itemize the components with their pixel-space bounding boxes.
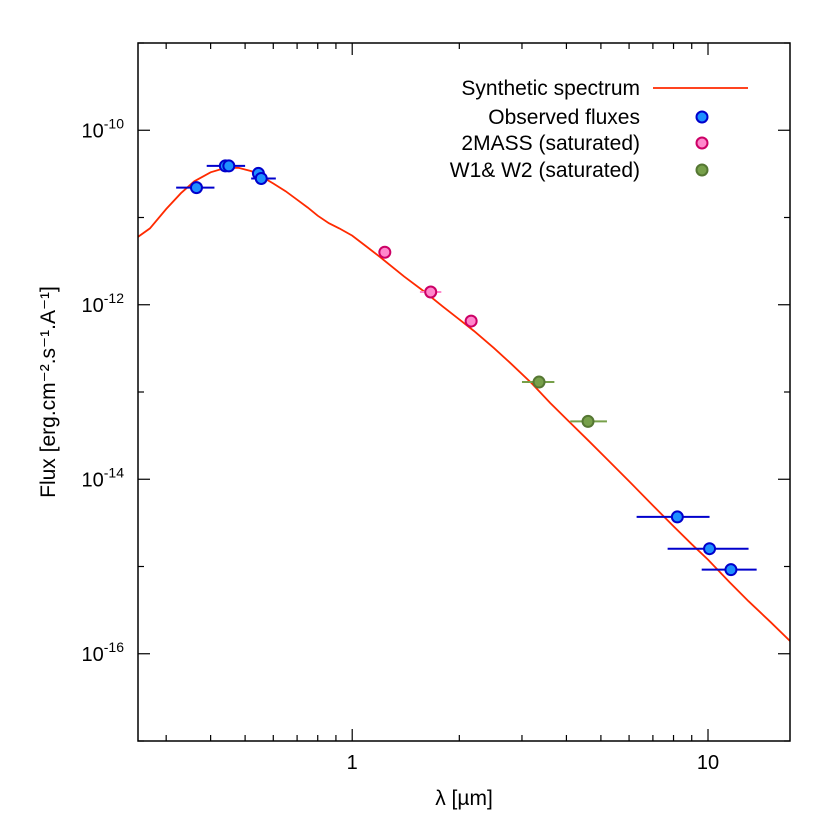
legend-label: Synthetic spectrum bbox=[461, 77, 640, 100]
legend-marker-swatch bbox=[695, 163, 709, 177]
plot-background bbox=[138, 43, 790, 741]
y-tick-label: 10-12 bbox=[82, 290, 125, 317]
y-tick-label: 10-16 bbox=[82, 639, 125, 666]
data-point bbox=[222, 159, 236, 173]
y-tick-label: 10-14 bbox=[82, 464, 125, 491]
y-axis-title: Flux [erg.cm⁻².s⁻¹.A⁻¹] bbox=[37, 286, 60, 498]
data-point bbox=[724, 563, 738, 577]
legend-label: 2MASS (saturated) bbox=[461, 132, 640, 155]
legend-marker-swatch bbox=[695, 110, 709, 124]
plot-frame bbox=[137, 42, 791, 742]
legend: Synthetic spectrum Observed fluxes 2MASS (… bbox=[450, 77, 748, 182]
x-tick-label: 1 bbox=[347, 752, 358, 774]
legend-label: W1& W2 (saturated) bbox=[450, 159, 640, 182]
data-point bbox=[581, 414, 595, 428]
data-point bbox=[670, 510, 684, 524]
data-point bbox=[703, 542, 717, 556]
x-axis-title: λ [µm] bbox=[435, 787, 493, 810]
data-point bbox=[424, 285, 438, 299]
data-point bbox=[189, 181, 203, 195]
legend-marker-swatch bbox=[695, 136, 709, 150]
x-tick-label: 10 bbox=[697, 752, 719, 774]
data-point bbox=[254, 171, 268, 185]
legend-label: Observed fluxes bbox=[488, 106, 640, 129]
data-markers bbox=[189, 159, 738, 577]
tick-labels: 1 10 10-10 10-12 10-14 10-16 bbox=[82, 115, 720, 774]
y-tick-label: 10-10 bbox=[82, 115, 125, 142]
data-point bbox=[532, 375, 546, 389]
data-point bbox=[464, 314, 478, 328]
data-point bbox=[378, 245, 392, 259]
